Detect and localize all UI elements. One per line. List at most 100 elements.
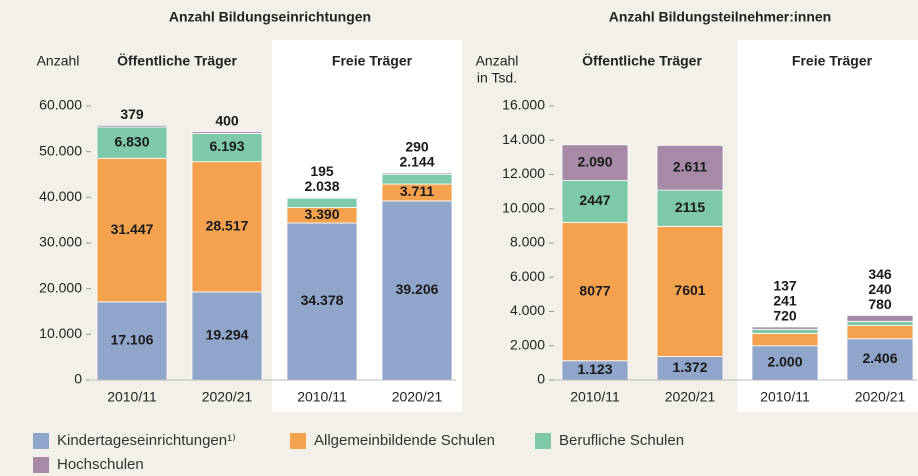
- data-label: 2447: [579, 192, 610, 208]
- y-axis-label: Anzahl: [476, 53, 519, 69]
- group-label: Freie Träger: [792, 53, 873, 69]
- y-tick-label: 4.000: [510, 302, 545, 318]
- bar-segment: [381, 173, 453, 185]
- legend-label: Allgemeinbildende Schulen: [314, 432, 495, 449]
- bar-segment: [286, 197, 358, 208]
- data-label: 6.830: [114, 133, 149, 149]
- data-label: 240: [868, 281, 892, 297]
- data-label: 7601: [674, 282, 705, 298]
- data-label: 6.193: [209, 138, 244, 154]
- data-label: 2.090: [577, 153, 612, 169]
- y-tick-label: 14.000: [502, 131, 545, 147]
- data-label: 290: [405, 139, 429, 155]
- bar-segment: [751, 345, 819, 381]
- group-label: Öffentliche Träger: [582, 53, 702, 69]
- data-label: 400: [215, 112, 239, 128]
- x-tick-label: 2020/21: [855, 389, 906, 405]
- y-tick-label: 50.000: [39, 142, 82, 158]
- bar-segment: [191, 131, 263, 134]
- data-label: 28.517: [206, 217, 249, 233]
- data-label: 3.390: [304, 206, 339, 222]
- bar-segment: [191, 161, 263, 293]
- bar-segment: [846, 315, 914, 322]
- data-label: 19.294: [206, 327, 249, 343]
- bar-segment: [656, 145, 724, 191]
- bar-segment: [656, 189, 724, 227]
- bar-segment: [381, 200, 453, 381]
- bar-segment: [286, 222, 358, 381]
- legend-swatch: [33, 457, 49, 473]
- x-tick-label: 2020/21: [392, 389, 443, 405]
- bar-segment: [561, 144, 629, 181]
- x-tick-label: 2010/11: [107, 389, 157, 405]
- bar-segment: [846, 338, 914, 381]
- bar-segment: [96, 124, 168, 128]
- y-tick-label: 10.000: [39, 325, 82, 341]
- y-tick-label: 0: [74, 371, 82, 387]
- y-tick-label: 12.000: [502, 165, 545, 181]
- legend-swatch: [33, 433, 49, 449]
- data-label: 8077: [579, 282, 610, 298]
- y-tick-label: 16.000: [502, 97, 545, 113]
- data-label: 195: [310, 163, 334, 179]
- data-label: 720: [773, 308, 797, 324]
- data-label: 2115: [675, 199, 706, 215]
- chart-title: Anzahl Bildungsteilnehmer:innen: [609, 9, 831, 25]
- data-label: 2.611: [673, 158, 707, 174]
- bar-segment: [751, 326, 819, 330]
- data-label: 2.000: [767, 354, 802, 370]
- data-label: 2.038: [304, 178, 339, 194]
- data-label: 346: [868, 266, 892, 282]
- y-tick-label: 60.000: [39, 97, 82, 113]
- data-label: 34.378: [301, 292, 344, 308]
- bar-segment: [96, 126, 168, 159]
- bar-segment: [561, 222, 629, 362]
- data-label: 241: [773, 293, 797, 309]
- x-tick-label: 2010/11: [570, 389, 620, 405]
- y-tick-label: 10.000: [502, 199, 545, 215]
- bar-segment: [846, 325, 914, 340]
- x-tick-label: 2020/21: [665, 389, 716, 405]
- data-label: 137: [773, 278, 797, 294]
- bar-segment: [751, 333, 819, 347]
- bar-segment: [846, 320, 914, 326]
- legend-swatch: [535, 433, 551, 449]
- y-tick-label: 2.000: [510, 336, 545, 352]
- bar-segment: [656, 225, 724, 357]
- y-axis-label: in Tsd.: [477, 70, 517, 86]
- data-label: 2.144: [399, 154, 434, 170]
- y-axis-label: Anzahl: [37, 53, 80, 69]
- y-tick-label: 6.000: [510, 268, 545, 284]
- legend-label: Kindertageseinrichtungen¹⁾: [57, 432, 236, 449]
- bar-segment: [96, 157, 168, 303]
- data-label: 780: [868, 296, 892, 312]
- bar-segment: [561, 180, 629, 223]
- y-tick-label: 30.000: [39, 234, 82, 250]
- x-tick-label: 2010/11: [760, 389, 810, 405]
- chart-title: Anzahl Bildungseinrichtungen: [169, 9, 371, 25]
- x-tick-label: 2020/21: [202, 389, 253, 405]
- data-label: 1.123: [577, 361, 612, 377]
- data-label: 2.406: [862, 350, 897, 366]
- group-label: Öffentliche Träger: [117, 53, 237, 69]
- bar-segment: [191, 291, 263, 381]
- x-tick-label: 2010/11: [297, 389, 347, 405]
- data-label: 3.711: [400, 183, 434, 199]
- bar-segment: [191, 132, 263, 163]
- y-tick-label: 0: [537, 371, 545, 387]
- bar-segment: [286, 196, 358, 199]
- data-label: 379: [120, 106, 144, 122]
- bar-segment: [381, 172, 453, 175]
- data-label: 39.206: [396, 281, 439, 297]
- bar-segment: [751, 328, 819, 334]
- group-label: Freie Träger: [332, 53, 413, 69]
- y-tick-label: 40.000: [39, 188, 82, 204]
- data-label: 31.447: [111, 221, 154, 237]
- legend-swatch: [290, 433, 306, 449]
- data-label: 1.372: [672, 359, 707, 375]
- legend-label: Hochschulen: [57, 456, 144, 473]
- y-tick-label: 8.000: [510, 234, 545, 250]
- y-tick-label: 20.000: [39, 279, 82, 295]
- data-label: 17.106: [111, 332, 154, 348]
